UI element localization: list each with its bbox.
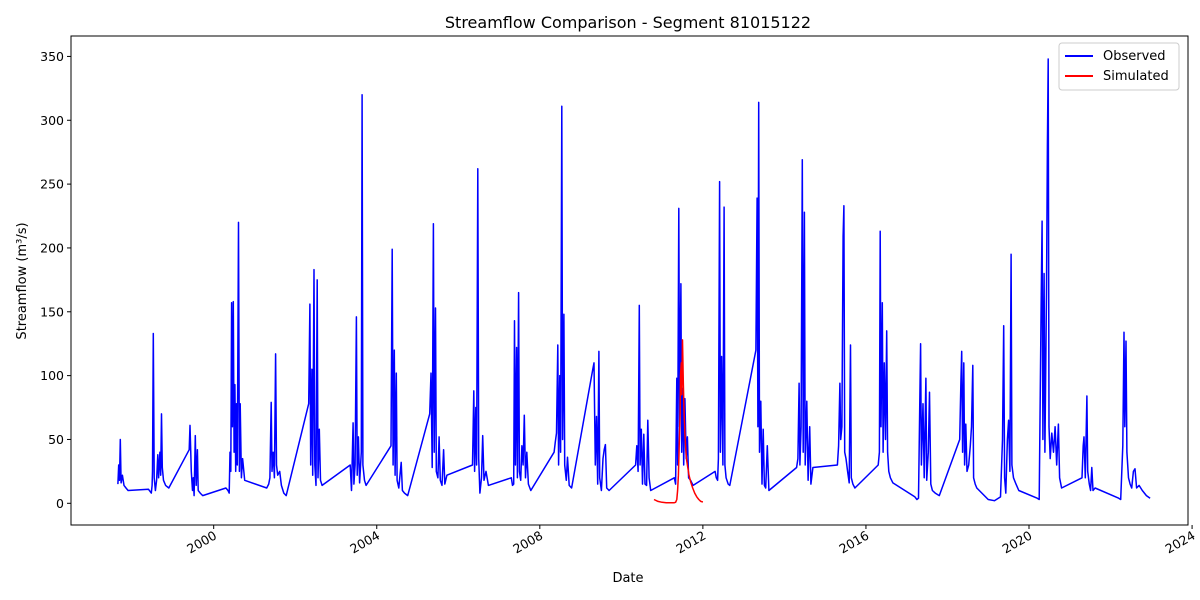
y-tick-label: 100	[40, 368, 64, 383]
legend-label-observed: Observed	[1103, 49, 1166, 64]
y-tick-label: 50	[48, 432, 64, 447]
y-axis: 0 50 100 150 200 250 300 350	[40, 49, 71, 511]
series-line-simulated	[653, 339, 704, 504]
series-line-observed	[117, 58, 1151, 502]
y-tick-label: 350	[40, 49, 64, 64]
series-layer	[117, 58, 1151, 504]
y-tick-label: 250	[40, 177, 64, 192]
plot-area	[117, 58, 1151, 504]
y-tick-label: 300	[40, 113, 64, 128]
x-axis-title: Date	[612, 571, 643, 586]
y-tick-label: 0	[56, 496, 64, 511]
plot-frame	[70, 35, 1189, 526]
y-tick-label: 150	[40, 304, 64, 319]
legend: Observed Simulated	[1058, 42, 1180, 91]
chart-title: Streamflow Comparison - Segment 81015122	[445, 13, 811, 32]
legend-label-simulated: Simulated	[1103, 69, 1169, 84]
y-tick-label: 200	[40, 240, 64, 255]
legend-box	[1058, 42, 1180, 91]
y-axis-title: Streamflow (m³/s)	[15, 222, 30, 339]
